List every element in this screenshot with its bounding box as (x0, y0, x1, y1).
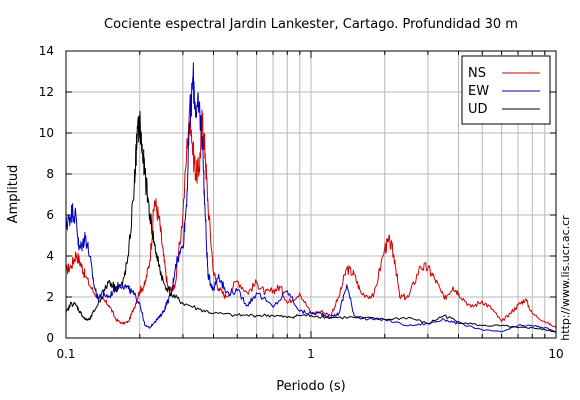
legend-label-ew: EW (468, 84, 489, 99)
axis-ticks (65, 50, 557, 339)
legend-box (461, 55, 551, 125)
x-axis-label: Periodo (s) (276, 379, 346, 394)
x-tick-label: 1 (307, 347, 315, 361)
legend: NS EW UD (461, 55, 551, 125)
y-tick-labels: 0 2 4 6 8 10 12 14 (39, 44, 54, 345)
y-tick-label: 4 (46, 249, 54, 263)
x-tick-label: 10 (548, 347, 563, 361)
chart-title: Cociente espectral Jardin Lankester, Car… (104, 17, 518, 32)
legend-label-ud: UD (468, 102, 488, 117)
x-tick-label: 0.1 (56, 347, 75, 361)
plot-series (65, 62, 557, 333)
legend-label-ns: NS (468, 66, 486, 81)
series-line-ns (65, 94, 557, 329)
y-tick-label: 6 (46, 208, 54, 222)
y-tick-label: 0 (46, 331, 54, 345)
y-tick-label: 10 (39, 126, 54, 140)
y-tick-label: 12 (39, 85, 54, 99)
y-tick-label: 8 (46, 167, 54, 181)
y-tick-label: 14 (39, 44, 54, 58)
x-tick-labels: 0.1 1 10 (56, 347, 563, 361)
y-axis-label: Amplitud (6, 165, 21, 224)
series-line-ud (65, 110, 557, 333)
source-url-annotation: http://www.lis.ucr.ac.cr (559, 215, 572, 341)
y-tick-label: 2 (46, 290, 54, 304)
grid (65, 50, 557, 339)
